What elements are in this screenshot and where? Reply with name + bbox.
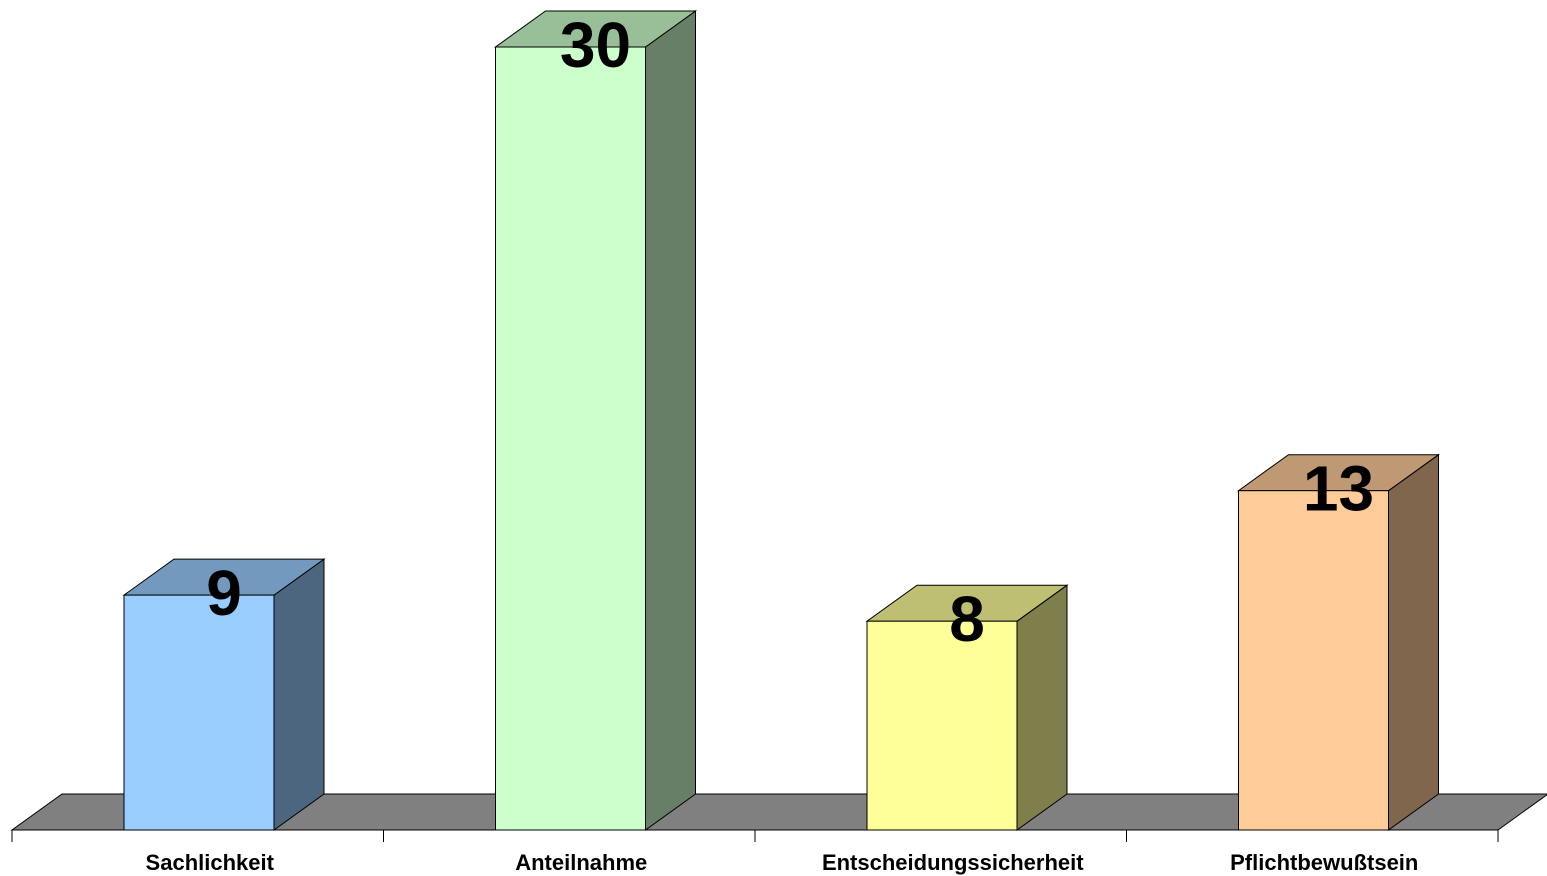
bar-side-face	[1388, 453, 1439, 831]
bar-front-face	[123, 594, 275, 831]
bar-4	[1236, 453, 1441, 831]
data-label: 8	[949, 583, 985, 655]
category-label: Sachlichkeit	[146, 850, 275, 875]
data-label: 13	[1303, 453, 1374, 525]
bar-2	[493, 10, 698, 831]
category-label: Entscheidungssicherheit	[822, 850, 1084, 875]
bar-1	[122, 558, 326, 831]
bar-side-face	[273, 558, 325, 831]
x-axis	[11, 830, 1499, 842]
bar-front-face	[866, 620, 1018, 831]
category-labels: Sachlichkeit Anteilnahme Entscheidungssich…	[146, 850, 1419, 875]
bar-3	[865, 584, 1069, 831]
category-label: Anteilnahme	[515, 850, 647, 875]
bar-front-face	[495, 46, 646, 831]
data-labels: 9 30 8 13	[206, 9, 1374, 655]
bar-front-face	[1238, 490, 1389, 831]
data-label: 30	[560, 9, 631, 81]
category-label: Pflichtbewußtsein	[1230, 850, 1418, 875]
data-label: 9	[206, 557, 242, 629]
bar-side-face	[645, 10, 696, 831]
bar-side-face	[1016, 584, 1068, 831]
bars	[122, 10, 1441, 831]
